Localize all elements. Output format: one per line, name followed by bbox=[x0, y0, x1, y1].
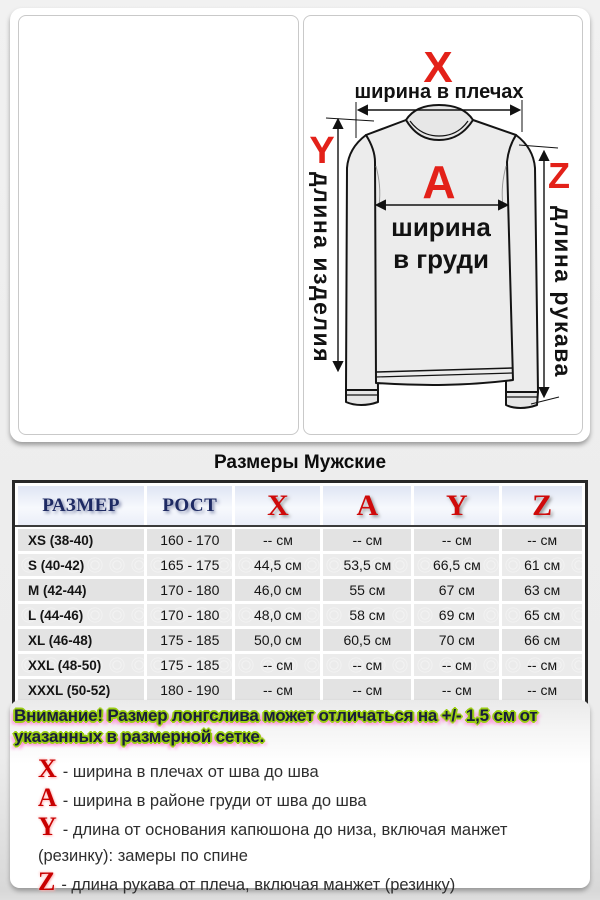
cell-size: XXL (48-50) bbox=[18, 654, 145, 676]
legend-letter-x: X bbox=[38, 754, 57, 783]
legend-row-y: Y - длина от основания капюшона до низа, … bbox=[38, 814, 590, 869]
shirt-body bbox=[364, 119, 517, 386]
cell-a: 58 см bbox=[323, 604, 412, 626]
warning-line-2: указанных в размерной сетке. bbox=[14, 726, 265, 746]
cell-y: 66,5 см bbox=[414, 554, 500, 576]
cell-height: 175 - 185 bbox=[147, 654, 233, 676]
cell-z: 66 см bbox=[502, 629, 582, 651]
longsleeve-measurement-diagram: X ширина в плечах A ширина в груди Y дли… bbox=[309, 43, 576, 409]
header-size: РАЗМЕР bbox=[18, 486, 145, 526]
cell-z: -- см bbox=[502, 654, 582, 676]
measurement-lines bbox=[325, 100, 559, 405]
right-cuff bbox=[504, 391, 539, 409]
notes-card: Внимание! Размер лонгслива может отличат… bbox=[10, 700, 590, 895]
legend-row-z: Z - длина рукава от плеча, включая манжет… bbox=[38, 869, 590, 898]
diagram-a-caption-line1: ширина bbox=[391, 212, 491, 242]
diagram-y-letter: Y bbox=[309, 130, 334, 172]
legend-text-a: - ширина в районе груди от шва до шва bbox=[62, 792, 367, 810]
table-title: Размеры Мужские bbox=[213, 452, 387, 473]
cell-z: 61 см bbox=[502, 554, 582, 576]
table-row: M (42-44) 170 - 180 46,0 см 55 см 67 см … bbox=[18, 579, 582, 601]
cell-y: -- см bbox=[414, 654, 500, 676]
cell-height: 170 - 180 bbox=[147, 579, 233, 601]
header-a: A bbox=[323, 486, 412, 526]
cell-z: 65 см bbox=[502, 604, 582, 626]
cell-size: XL (46-48) bbox=[18, 629, 145, 651]
legend-row-x: X - ширина в плечах от шва до шва bbox=[38, 756, 590, 785]
product-images-card: X ширина в плечах A ширина в груди Y дли… bbox=[10, 8, 590, 442]
table-header-row: РАЗМЕР РОСТ X A Y Z bbox=[18, 486, 582, 526]
legend-text-x: - ширина в плечах от шва до шва bbox=[62, 763, 319, 781]
cell-size: M (42-44) bbox=[18, 579, 145, 601]
cell-height: 180 - 190 bbox=[147, 679, 233, 701]
cell-a: -- см bbox=[323, 654, 412, 676]
cell-y: 67 см bbox=[414, 579, 500, 601]
cell-y: 69 см bbox=[414, 604, 500, 626]
measurement-legend: X - ширина в плечах от шва до шва A - шири… bbox=[10, 756, 590, 898]
size-diagram-card: X ширина в плечах A ширина в груди Y дли… bbox=[303, 15, 583, 435]
cell-size: L (44-46) bbox=[18, 604, 145, 626]
table-row: L (44-46) 170 - 180 48,0 см 58 см 69 см … bbox=[18, 604, 582, 626]
diagram-a-caption-line2: в груди bbox=[393, 244, 489, 274]
diagram-a-letter: A bbox=[422, 156, 455, 208]
cell-height: 165 - 175 bbox=[147, 554, 233, 576]
legend-text-y: - длина от основания капюшона до низа, в… bbox=[62, 821, 508, 839]
cell-height: 160 - 170 bbox=[147, 529, 233, 551]
cell-z: -- см bbox=[502, 529, 582, 551]
left-cuff bbox=[344, 389, 379, 406]
diagram-z-letter: Z bbox=[548, 155, 570, 196]
cell-y: -- см bbox=[414, 679, 500, 701]
table-row: XXL (48-50) 175 - 185 -- см -- см -- см … bbox=[18, 654, 582, 676]
diagram-y-caption: длина изделия bbox=[309, 172, 335, 363]
header-z: Z bbox=[502, 486, 582, 526]
cell-a: 53,5 см bbox=[323, 554, 412, 576]
table-row: XS (38-40) 160 - 170 -- см -- см -- см -… bbox=[18, 529, 582, 551]
header-x: X bbox=[235, 486, 321, 526]
header-height: РОСТ bbox=[147, 486, 233, 526]
longsleeve-illustration bbox=[344, 104, 539, 409]
cell-x: 48,0 см bbox=[235, 604, 321, 626]
legend-letter-z: Z bbox=[38, 867, 56, 896]
header-y: Y bbox=[414, 486, 500, 526]
cell-size: XS (38-40) bbox=[18, 529, 145, 551]
legend-letter-y: Y bbox=[38, 812, 57, 841]
diagram-x-letter: X bbox=[423, 43, 452, 92]
cell-a: 60,5 см bbox=[323, 629, 412, 651]
cell-x: -- см bbox=[235, 529, 321, 551]
diagram-z-caption: длина рукава bbox=[550, 206, 576, 378]
size-table-wrap: РАЗМЕР РОСТ X A Y Z XS (38-40) 160 - 170… bbox=[12, 480, 588, 707]
cell-z: 63 см bbox=[502, 579, 582, 601]
legend-text-y-line2: (резинку): замеры по спине bbox=[38, 847, 248, 865]
cell-a: 55 см bbox=[323, 579, 412, 601]
diagram-x-caption: ширина в плечах bbox=[354, 81, 523, 103]
table-row: XXXL (50-52) 180 - 190 -- см -- см -- см… bbox=[18, 679, 582, 701]
legend-letter-a: A bbox=[38, 783, 57, 812]
cell-x: 44,5 см bbox=[235, 554, 321, 576]
cell-height: 170 - 180 bbox=[147, 604, 233, 626]
cell-a: -- см bbox=[323, 529, 412, 551]
header-divider bbox=[15, 525, 585, 527]
cell-x: 46,0 см bbox=[235, 579, 321, 601]
table-row: XL (46-48) 175 - 185 50,0 см 60,5 см 70 … bbox=[18, 629, 582, 651]
cell-y: -- см bbox=[414, 529, 500, 551]
cell-x: -- см bbox=[235, 679, 321, 701]
table-row: S (40-42) 165 - 175 44,5 см 53,5 см 66,5… bbox=[18, 554, 582, 576]
warning-line-1: Внимание! Размер лонгслива может отличат… bbox=[14, 706, 538, 725]
cell-height: 175 - 185 bbox=[147, 629, 233, 651]
size-table-section: Размеры Мужские РАЗМЕР РОСТ X A Y Z XS (… bbox=[0, 444, 600, 707]
product-photo-placeholder bbox=[18, 15, 299, 435]
cell-x: -- см bbox=[235, 654, 321, 676]
cell-x: 50,0 см bbox=[235, 629, 321, 651]
cell-z: -- см bbox=[502, 679, 582, 701]
legend-row-a: A - ширина в районе груди от шва до шва bbox=[38, 785, 590, 814]
cell-size: XXXL (50-52) bbox=[18, 679, 145, 701]
size-table: РАЗМЕР РОСТ X A Y Z XS (38-40) 160 - 170… bbox=[12, 480, 588, 707]
size-warning: Внимание! Размер лонгслива может отличат… bbox=[10, 700, 590, 747]
left-sleeve bbox=[344, 134, 379, 391]
cell-y: 70 см bbox=[414, 629, 500, 651]
cell-size: S (40-42) bbox=[18, 554, 145, 576]
cell-a: -- см bbox=[323, 679, 412, 701]
legend-text-z: - длина рукава от плеча, включая манжет … bbox=[61, 876, 456, 894]
